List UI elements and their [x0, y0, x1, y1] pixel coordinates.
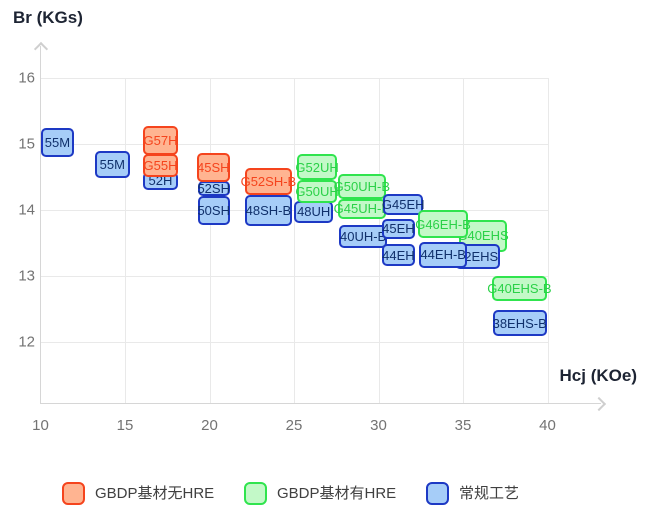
h-gridline — [40, 78, 548, 79]
y-tick-label: 16 — [18, 69, 35, 87]
grade-box-55M[interactable]: 55M — [94, 150, 131, 179]
grade-box-45EH[interactable]: 45EH — [381, 218, 415, 240]
grade-box-38EHS-B[interactable]: 38EHS-B — [493, 310, 547, 337]
legend-item-gbdp-hre[interactable]: GBDP基材有HRE — [244, 482, 396, 505]
y-axis-line — [40, 46, 41, 404]
v-gridline — [125, 78, 126, 403]
grade-box-48SH-B[interactable]: 48SH-B — [244, 194, 292, 227]
v-gridline — [209, 78, 211, 403]
grade-box-40UH-B[interactable]: 40UH-B — [339, 224, 387, 248]
y-tick-label: 12 — [18, 333, 35, 351]
x-axis-title: Hcj (KOe) — [559, 366, 637, 385]
x-tick-label: 15 — [116, 417, 134, 434]
grade-box-44EH-B[interactable]: 44EH-B — [419, 241, 468, 269]
grade-box-48UH[interactable]: 48UH — [294, 200, 334, 223]
x-tick-label: 35 — [454, 417, 472, 434]
y-axis-title: Br (KGs) — [13, 8, 83, 27]
grade-box-G50UH-B[interactable]: G50UH-B — [334, 174, 390, 199]
grade-box-45SH[interactable]: 45SH — [196, 153, 230, 182]
grade-box-G52UH[interactable]: G52UH — [295, 153, 339, 181]
v-gridline — [547, 78, 549, 403]
grade-box-G45EH[interactable]: G45EH — [382, 193, 425, 216]
legend-swatch-gbdp-no-hre — [62, 482, 85, 505]
grade-box-50SH[interactable]: 50SH — [197, 196, 230, 226]
legend-item-conventional[interactable]: 常规工艺 — [426, 482, 519, 505]
x-tick-label: 10 — [32, 417, 49, 434]
y-tick-label: 14 — [18, 201, 35, 219]
grade-box-44EH[interactable]: 44EH — [381, 244, 415, 267]
h-gridline — [40, 276, 548, 277]
x-axis-arrow-icon — [591, 396, 607, 412]
legend-label-gbdp-hre: GBDP基材有HRE — [277, 485, 397, 502]
grade-box-G40EHS-B[interactable]: G40EHS-B — [487, 276, 552, 302]
v-gridline — [294, 78, 295, 403]
legend-swatch-conventional — [426, 482, 449, 505]
x-tick-label: 30 — [370, 417, 387, 434]
h-gridline — [40, 144, 548, 145]
x-axis-line — [40, 403, 601, 404]
h-gridline — [40, 342, 548, 343]
legend-swatch-gbdp-hre — [244, 482, 267, 505]
legend-item-gbdp-no-hre[interactable]: GBDP基材无HRE — [62, 482, 214, 505]
y-axis-arrow-icon — [33, 41, 49, 57]
grade-box-G50UH[interactable]: G50UH — [295, 180, 339, 204]
x-tick-label: 40 — [539, 417, 556, 434]
grade-box-G55H[interactable]: G55H — [142, 153, 179, 177]
grade-box-G57H[interactable]: G57H — [142, 126, 179, 156]
grade-box-55M[interactable]: 55M — [40, 127, 75, 158]
y-tick-label: 13 — [18, 267, 35, 285]
legend-label-conventional: 常规工艺 — [459, 485, 520, 502]
y-tick-label: 15 — [18, 135, 35, 153]
grade-box-52SH[interactable]: 52SH — [197, 180, 230, 197]
grade-box-G45UH-B[interactable]: G45UH-B — [334, 198, 390, 219]
grade-box-G52SH-B[interactable]: G52SH-B — [241, 168, 296, 195]
legend-label-gbdp-no-hre: GBDP基材无HRE — [95, 485, 215, 502]
x-tick-label: 25 — [285, 417, 303, 434]
x-tick-label: 20 — [201, 417, 218, 434]
grade-box-G46EH-B[interactable]: G46EH-B — [415, 210, 471, 239]
